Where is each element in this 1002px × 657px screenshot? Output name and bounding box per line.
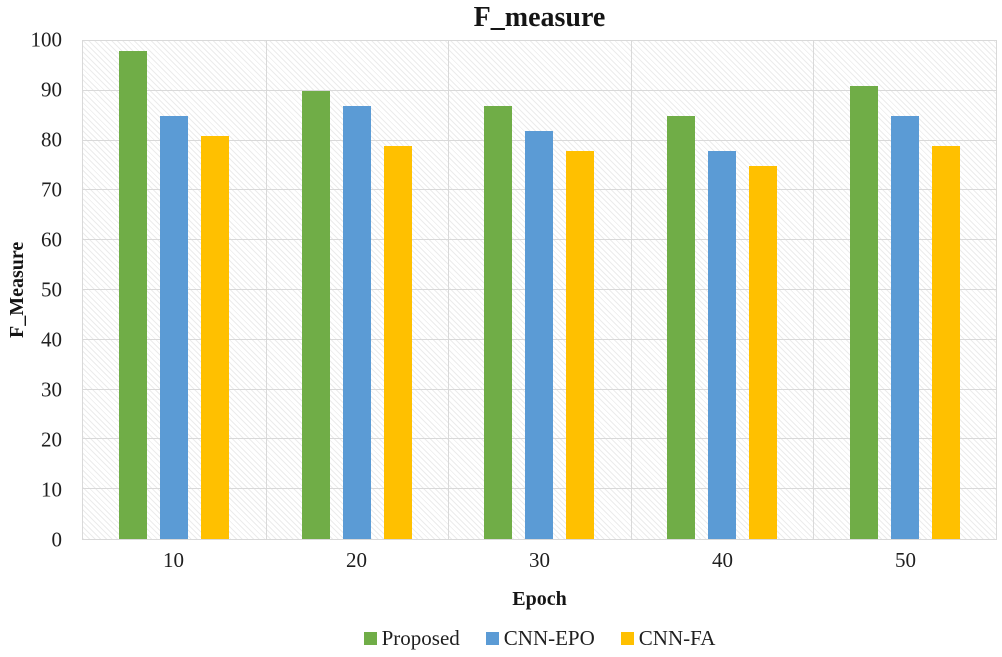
x-axis-title: Epoch (512, 588, 567, 610)
x-tick-label-10: 10 (163, 548, 184, 572)
legend-swatch-cnn-epo (485, 632, 499, 645)
y-tick-label-30: 30 (41, 377, 62, 402)
bar-groups (83, 41, 996, 539)
legend-item-cnn-fa: CNN-FA (620, 626, 716, 651)
legend-item-cnn-epo: CNN-EPO (485, 626, 595, 651)
bar-cnn-fa-epoch-10 (201, 135, 230, 539)
y-tick-label-100: 100 (30, 27, 63, 52)
legend-swatch-proposed (363, 632, 377, 645)
y-axis-ticks: 0 10 20 30 40 50 60 70 80 90 100 (0, 28, 63, 552)
bar-cnn-epo-epoch-50 (890, 115, 919, 539)
plot-area (82, 40, 997, 540)
bar-cnn-epo-epoch-10 (160, 115, 189, 539)
legend-swatch-cnn-fa (620, 632, 634, 645)
gridline-90 (83, 89, 996, 91)
y-tick-label-70: 70 (41, 177, 62, 202)
bar-group-epoch-50 (813, 41, 996, 539)
category-separator-gridline (265, 41, 267, 539)
bar-group-epoch-40 (631, 41, 814, 539)
bar-cnn-epo-epoch-20 (342, 105, 371, 539)
chart-title: F_measure (473, 2, 606, 33)
bar-proposed-epoch-40 (667, 115, 696, 539)
category-separator-gridline (813, 41, 815, 539)
y-tick-label-0: 0 (51, 527, 63, 552)
y-tick-label-40: 40 (41, 327, 62, 352)
y-tick-label-20: 20 (41, 427, 62, 452)
category-separator-gridline (448, 41, 450, 539)
legend-label: CNN-EPO (503, 626, 595, 650)
category-separator-gridline (630, 41, 632, 539)
bar-group-epoch-20 (266, 41, 449, 539)
bar-cnn-fa-epoch-50 (931, 145, 960, 539)
x-tick-label-30: 30 (529, 548, 550, 572)
y-tick-label-60: 60 (41, 227, 62, 252)
gridline-100 (83, 40, 996, 41)
bar-cnn-fa-epoch-40 (749, 165, 778, 539)
legend-label: Proposed (381, 626, 460, 650)
x-tick-label-50: 50 (895, 548, 916, 572)
bar-proposed-epoch-20 (301, 90, 330, 539)
bar-cnn-fa-epoch-20 (383, 145, 412, 539)
x-axis-ticks: 10 20 30 40 50 (82, 548, 997, 573)
y-tick-label-50: 50 (41, 277, 62, 302)
bar-proposed-epoch-30 (484, 105, 513, 539)
legend-label: CNN-FA (638, 626, 716, 650)
bar-cnn-fa-epoch-30 (566, 150, 595, 539)
bar-cnn-epo-epoch-30 (525, 130, 554, 539)
x-tick-label-20: 20 (346, 548, 367, 572)
bar-proposed-epoch-50 (849, 85, 878, 539)
y-tick-label-90: 90 (41, 77, 62, 102)
y-tick-label-10: 10 (41, 477, 62, 502)
bar-proposed-epoch-10 (119, 50, 148, 539)
bar-cnn-epo-epoch-40 (708, 150, 737, 539)
legend: Proposed CNN-EPO CNN-FA (82, 626, 997, 651)
legend-item-proposed: Proposed (363, 626, 460, 651)
bar-group-epoch-10 (83, 41, 266, 539)
bar-group-epoch-30 (448, 41, 631, 539)
y-tick-label-80: 80 (41, 127, 62, 152)
x-tick-label-40: 40 (712, 548, 733, 572)
